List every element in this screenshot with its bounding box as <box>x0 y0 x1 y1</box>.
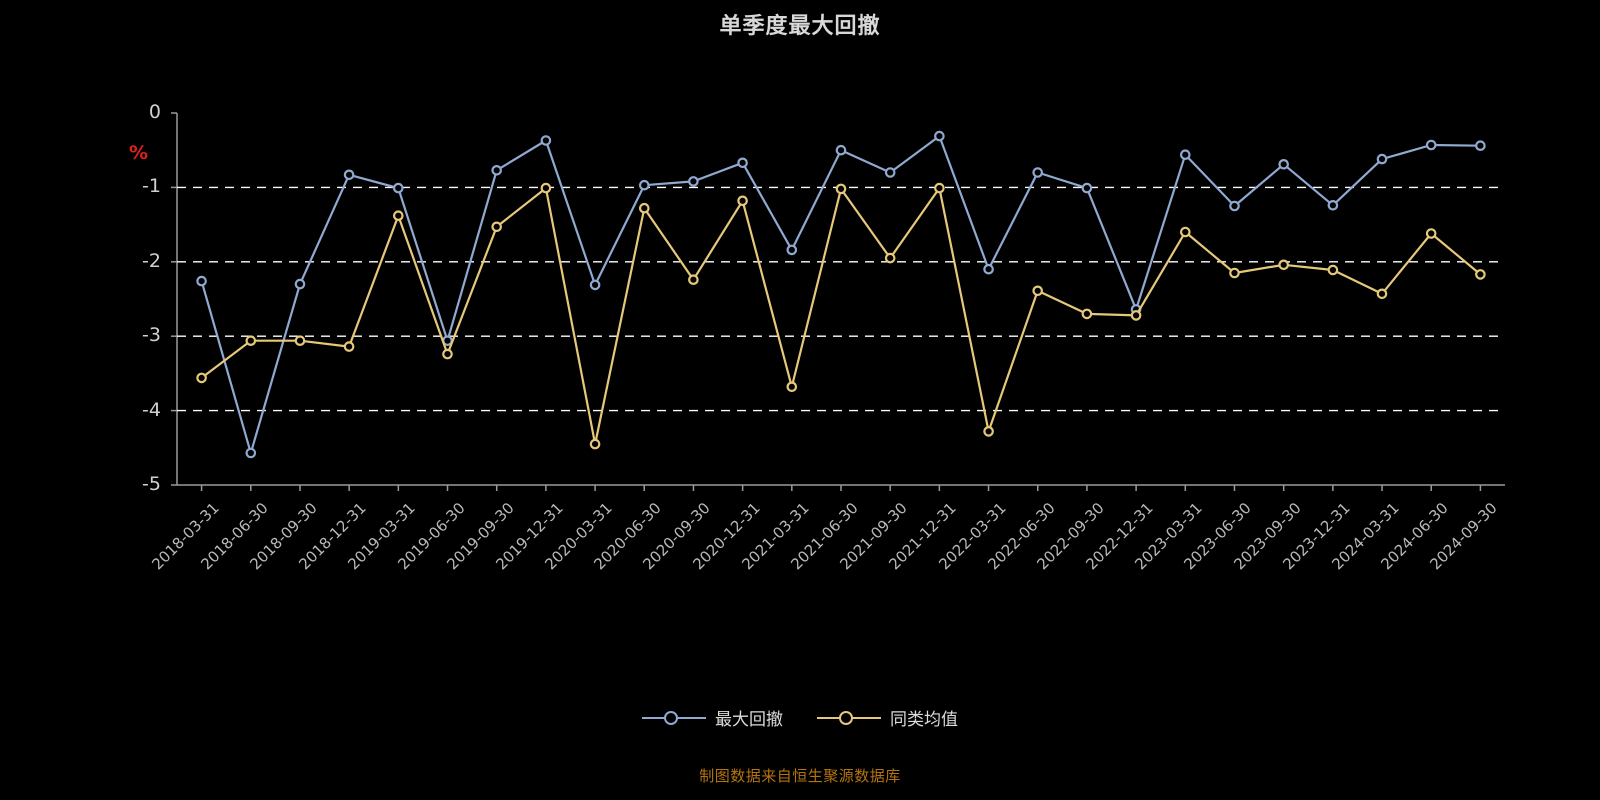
data-point-s0-8[interactable] <box>589 279 601 291</box>
data-point-s1-3[interactable] <box>343 341 355 352</box>
data-point-s0-0[interactable] <box>196 275 207 287</box>
data-point-s1-7[interactable] <box>540 182 552 194</box>
data-point-s0-21[interactable] <box>1229 200 1240 212</box>
series-line-1 <box>200 187 1482 446</box>
data-point-s0-13[interactable] <box>835 144 847 156</box>
data-point-s0-23[interactable] <box>1327 200 1339 211</box>
data-point-s1-9[interactable] <box>638 202 650 214</box>
data-point-s1-10[interactable] <box>688 274 699 285</box>
data-point-s0-24[interactable] <box>1376 153 1388 165</box>
y-tick-label-1: -1 <box>142 175 161 198</box>
data-point-s1-5[interactable] <box>442 348 453 360</box>
data-point-s1-4[interactable] <box>392 210 404 221</box>
data-point-s1-14[interactable] <box>884 252 896 264</box>
data-point-s0-14[interactable] <box>884 167 896 178</box>
data-point-s1-1[interactable] <box>245 335 257 346</box>
footnote-text: 制图数据来自恒生聚源数据库 <box>699 767 901 785</box>
data-point-s0-17[interactable] <box>1032 167 1043 178</box>
data-point-s0-10[interactable] <box>688 176 699 187</box>
data-point-s1-18[interactable] <box>1081 308 1093 320</box>
data-point-s1-16[interactable] <box>983 426 994 437</box>
legend-marker-dot <box>839 710 853 725</box>
legend-swatch-1 <box>817 708 881 728</box>
data-point-s0-7[interactable] <box>540 135 552 146</box>
page-title: 单季度最大回撤 <box>719 14 881 39</box>
y-tick-label-2: -2 <box>142 249 161 272</box>
data-point-s0-15[interactable] <box>934 130 945 142</box>
data-point-s0-2[interactable] <box>294 278 306 290</box>
footnote: 制图数据来自恒生聚源数据库 制图数据来自恒生聚源数据库 <box>0 765 1600 786</box>
y-tick-label-5: -5 <box>142 473 161 495</box>
y-axis-ticks <box>171 112 177 486</box>
data-point-s0-9[interactable] <box>638 179 650 191</box>
y-tick-label-3: -3 <box>142 324 161 347</box>
data-point-s1-20[interactable] <box>1180 226 1191 238</box>
legend-label-1: 同类均值 <box>890 710 958 730</box>
data-point-s0-11[interactable] <box>737 157 748 169</box>
data-point-s1-15[interactable] <box>934 182 945 194</box>
data-point-s1-13[interactable] <box>835 183 847 195</box>
data-point-s1-25[interactable] <box>1425 228 1437 239</box>
legend-marker-dot <box>664 710 678 725</box>
data-point-s0-22[interactable] <box>1278 159 1289 170</box>
data-point-s1-22[interactable] <box>1278 259 1289 271</box>
data-point-s0-12[interactable] <box>786 244 798 256</box>
series-layer <box>196 130 1486 459</box>
data-point-s0-4[interactable] <box>392 182 404 194</box>
y-axis-label: % <box>129 142 149 164</box>
data-point-s1-12[interactable] <box>786 381 798 393</box>
gridlines <box>177 186 1505 412</box>
data-point-s1-17[interactable] <box>1032 285 1043 297</box>
x-axis-ticks <box>200 485 1482 491</box>
data-point-s0-26[interactable] <box>1475 140 1486 151</box>
legend-item-0[interactable]: 最大回撤 <box>642 705 783 730</box>
data-point-s1-6[interactable] <box>491 221 502 233</box>
data-point-s1-23[interactable] <box>1327 264 1339 276</box>
legend-item-1[interactable]: 同类均值 <box>817 705 958 730</box>
data-point-s1-0[interactable] <box>196 372 207 384</box>
y-tick-label-4: -4 <box>142 398 161 421</box>
data-point-s1-26[interactable] <box>1475 269 1486 280</box>
data-point-s0-1[interactable] <box>245 447 257 459</box>
legend: 最大回撤 同类均值 <box>0 705 1600 730</box>
data-point-s1-19[interactable] <box>1130 310 1142 321</box>
legend-label-0: 最大回撤 <box>715 710 783 730</box>
data-point-s1-24[interactable] <box>1376 288 1388 300</box>
data-point-s0-6[interactable] <box>491 165 502 176</box>
data-point-s1-11[interactable] <box>737 195 748 207</box>
data-point-s1-21[interactable] <box>1229 267 1240 279</box>
data-point-s0-18[interactable] <box>1081 182 1093 194</box>
data-point-s0-3[interactable] <box>343 169 355 181</box>
data-point-s1-2[interactable] <box>294 335 306 346</box>
data-point-s0-16[interactable] <box>983 263 994 275</box>
data-point-s0-20[interactable] <box>1180 149 1191 160</box>
legend-swatch-0 <box>642 708 706 728</box>
data-point-s0-25[interactable] <box>1425 139 1437 151</box>
data-point-s1-8[interactable] <box>589 438 601 450</box>
y-tick-label-0: 0 <box>148 101 161 123</box>
